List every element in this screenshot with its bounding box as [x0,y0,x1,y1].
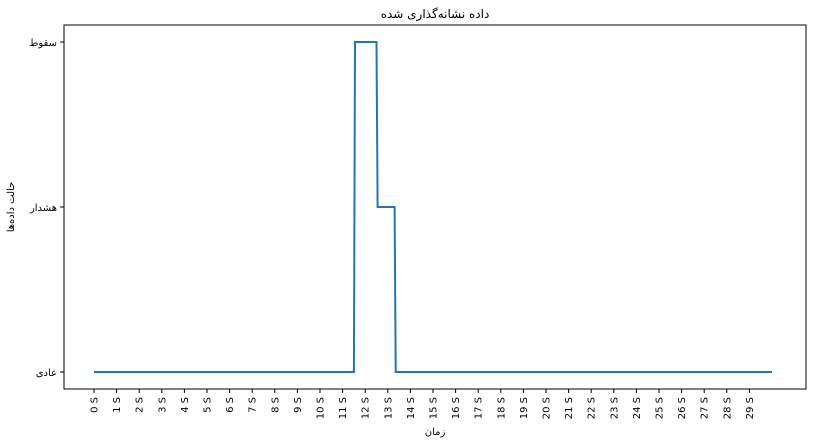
x-tick-label: 5 S [203,397,214,413]
x-tick-label: 20 S [542,397,553,419]
x-tick-label: 2 S [135,397,146,413]
x-tick-label: 25 S [655,397,666,419]
y-tick-label: هشدار [29,203,57,214]
x-tick-label: 15 S [429,397,440,419]
x-tick-label: 0 S [90,397,101,413]
x-tick-label: 28 S [722,397,733,419]
y-tick-label: عادی [36,368,57,379]
chart-title: داده نشانه‌گذاری شده [381,7,490,22]
y-axis-label: حالت داده‌ها [6,182,17,233]
x-tick-label: 26 S [677,397,688,419]
x-tick-label: 16 S [451,397,462,419]
x-tick-label: 10 S [316,397,327,419]
y-tick-label: سقوط [29,38,57,49]
x-tick-label: 7 S [248,397,259,413]
x-tick-label: 19 S [519,397,530,419]
x-tick-label: 12 S [361,397,372,419]
y-axis: عادی هشدار سقوط [29,38,64,379]
x-tick-label: 29 S [745,397,756,419]
x-tick-label: 6 S [225,397,236,413]
x-tick-label: 24 S [632,397,643,419]
x-axis: 0 S 1 S 2 S 3 S 4 S 5 S 6 S 7 S 8 S 9 S 10 S 11 S 12… [90,389,756,419]
plot-frame [63,24,807,390]
x-tick-label: 4 S [180,397,191,413]
x-tick-label: 1 S [112,397,123,413]
x-tick-label: 17 S [474,397,485,419]
x-tick-label: 27 S [700,397,711,419]
x-tick-label: 14 S [406,397,417,419]
x-tick-label: 8 S [270,397,281,413]
x-tick-label: 13 S [383,397,394,419]
x-tick-label: 11 S [338,397,349,419]
x-tick-label: 21 S [564,397,575,419]
x-tick-label: 9 S [293,397,304,413]
x-tick-label: 23 S [609,397,620,419]
x-tick-label: 18 S [496,397,507,419]
series-group [94,41,772,373]
x-tick-label: 3 S [157,397,168,413]
x-tick-label: 22 S [587,397,598,419]
series-line [94,41,772,373]
x-axis-label: زمان [425,427,446,438]
